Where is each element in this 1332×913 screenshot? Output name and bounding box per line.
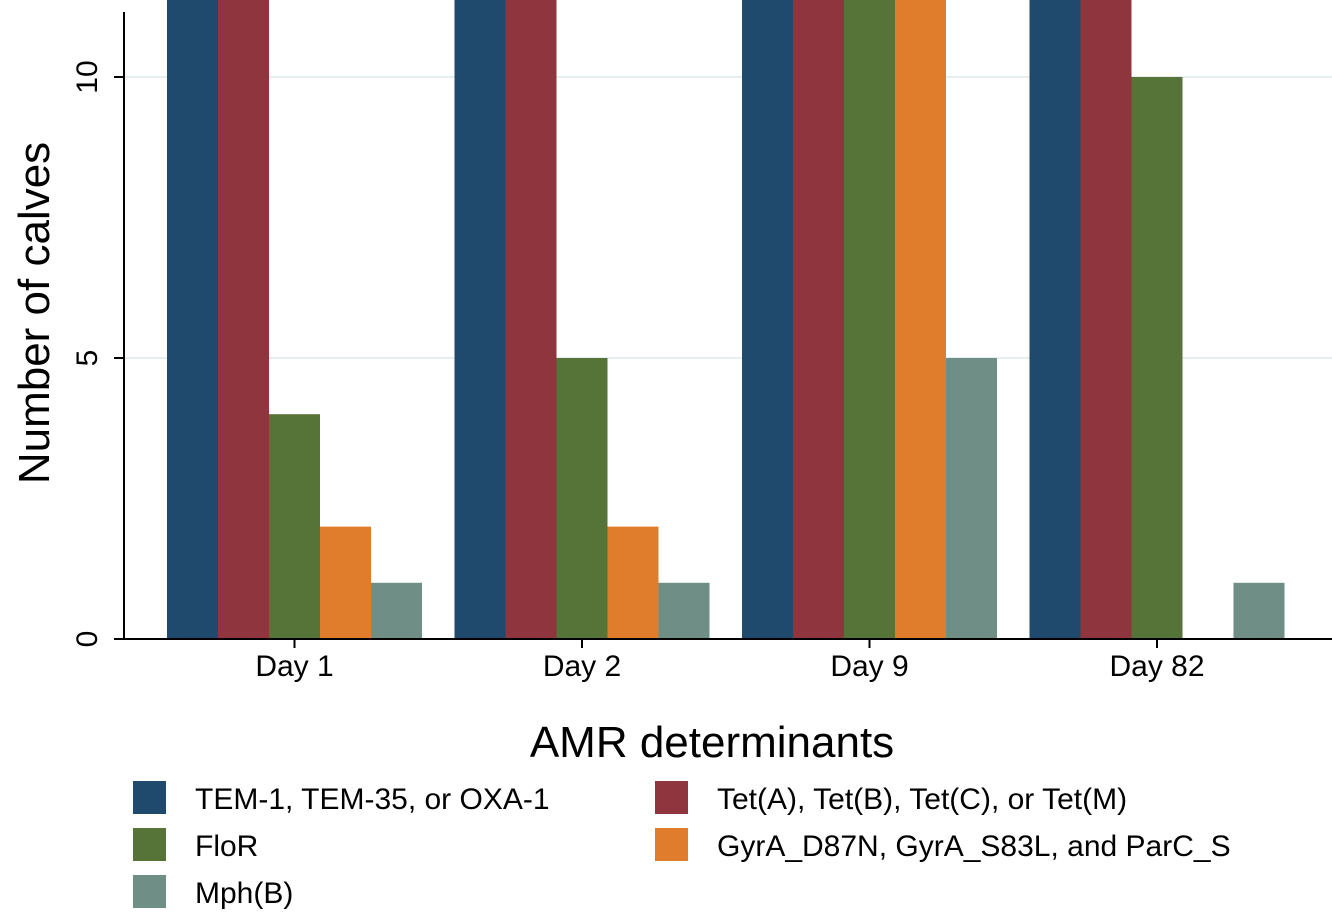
- x-tick-label: Day 2: [543, 650, 621, 683]
- y-tick-label: 5: [71, 350, 104, 367]
- bars: [167, 0, 1285, 640]
- bar: [844, 0, 895, 639]
- y-tick-label: 10: [71, 60, 104, 93]
- legend-swatch: [655, 781, 688, 814]
- y-tick-label: 0: [71, 631, 104, 648]
- legend-title: AMR determinants: [530, 718, 894, 767]
- legend-swatch: [655, 828, 688, 861]
- legend-label: GyrA_D87N, GyrA_S83L, and ParC_S: [717, 830, 1231, 863]
- bar: [607, 526, 659, 639]
- legend-swatch: [133, 828, 166, 861]
- legend: TEM-1, TEM-35, or OXA-1 Tet(A), Tet(B), T…: [133, 781, 1231, 910]
- bar: [269, 414, 320, 639]
- bar: [556, 358, 608, 639]
- bar: [1233, 582, 1285, 639]
- legend-swatch: [133, 781, 166, 814]
- bar: [1131, 77, 1183, 639]
- bar: [1080, 0, 1132, 639]
- bar: [454, 0, 506, 640]
- x-tick-label: Day 82: [1109, 650, 1204, 683]
- bar: [946, 358, 997, 639]
- x-tick-label: Day 9: [830, 650, 908, 683]
- y-ticks: 05101520: [71, 60, 124, 648]
- bar: [371, 582, 422, 639]
- bar: [658, 582, 710, 639]
- legend-label: FloR: [195, 830, 258, 863]
- bar: [218, 0, 269, 639]
- legend-swatch: [133, 875, 166, 908]
- legend-label: Mph(B): [195, 877, 293, 910]
- y-axis-title: Number of calves: [10, 142, 59, 484]
- bar: [320, 526, 371, 639]
- bar: [505, 0, 557, 639]
- legend-label: TEM-1, TEM-35, or OXA-1: [195, 783, 550, 816]
- legend-label: Tet(A), Tet(B), Tet(C), or Tet(M): [717, 783, 1127, 816]
- x-ticks: Day 1 Day 2 Day 9 Day 82: [255, 639, 1205, 683]
- bar: [742, 0, 793, 639]
- axes: [123, 12, 1332, 640]
- bar: [167, 0, 218, 639]
- bar: [1029, 0, 1081, 640]
- x-tick-label: Day 1: [255, 650, 333, 683]
- bar: [895, 0, 946, 640]
- bar: [793, 0, 844, 639]
